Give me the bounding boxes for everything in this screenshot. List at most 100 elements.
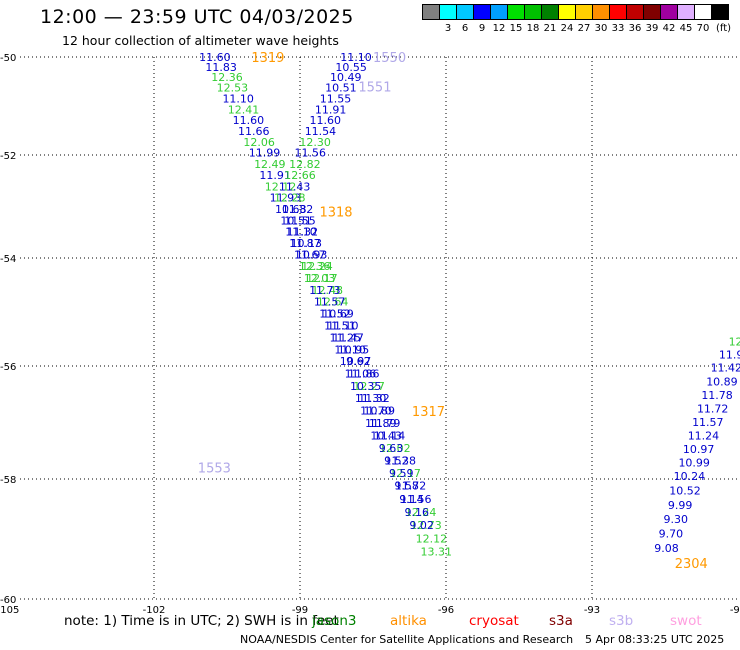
wave-height-label: 11.10 bbox=[334, 343, 366, 356]
wave-height-label: 11.57 bbox=[692, 416, 724, 429]
chart-subtitle: 12 hour collection of altimeter wave hei… bbox=[62, 33, 339, 48]
wave-height-label: 11.72 bbox=[697, 402, 729, 415]
wave-height-label: 11.06 bbox=[345, 367, 377, 380]
wave-height-label: 12.41 bbox=[228, 103, 260, 116]
wave-height-label: 11.87 bbox=[289, 237, 321, 250]
x-tick-label: -96 bbox=[438, 605, 454, 616]
wave-height-label: 10.89 bbox=[706, 375, 738, 388]
legend-label: 3 bbox=[444, 23, 452, 34]
wave-height-label: 11.93 bbox=[270, 192, 302, 205]
wave-height-label: 11.60 bbox=[233, 114, 265, 127]
chart-title: 12:00 — 23:59 UTC 04/03/2025 bbox=[40, 6, 354, 28]
pass-number-label: 1550 bbox=[373, 51, 406, 66]
legend-unit: (ft) bbox=[716, 23, 732, 34]
wave-height-label: 11.99 bbox=[249, 147, 281, 160]
wave-height-label: 11.25 bbox=[330, 331, 362, 344]
wave-height-label: 11.30 bbox=[355, 392, 387, 405]
legend-label: 33 bbox=[611, 23, 625, 34]
satellite-name: jason3 bbox=[312, 613, 357, 629]
wave-height-label: 11.57 bbox=[314, 296, 346, 309]
pass-number-label: 1317 bbox=[412, 405, 445, 420]
legend-label: 21 bbox=[543, 23, 557, 34]
wave-height-label: 9.52 bbox=[384, 454, 409, 467]
wave-height-label: 9.16 bbox=[405, 506, 430, 519]
wave-height-label: 11.52 bbox=[319, 308, 351, 321]
footer-note: note: 1) Time is in UTC; 2) SWH is in fe… bbox=[64, 613, 702, 629]
x-tick-label: -90 bbox=[730, 605, 740, 616]
pass-number-label: 1553 bbox=[198, 462, 231, 477]
wave-height-label: 10.51 bbox=[325, 81, 357, 94]
satellite-name: s3b bbox=[609, 613, 634, 629]
wave-height-label: 11.38 bbox=[385, 454, 417, 467]
grid-lines bbox=[20, 56, 738, 600]
wave-height-label: 11.43 bbox=[279, 180, 311, 193]
wave-height-label: 11.66 bbox=[238, 125, 270, 138]
wave-height-label: 11.10 bbox=[327, 320, 359, 333]
wave-height-label: 11.10 bbox=[222, 93, 254, 106]
satellite-name: altika bbox=[390, 613, 427, 629]
wave-height-label: 9.99 bbox=[668, 499, 693, 512]
y-tick-label: -50 bbox=[0, 53, 16, 64]
wave-height-label: 12.48 bbox=[312, 284, 344, 297]
wave-height-label: 11.51 bbox=[324, 320, 356, 333]
legend-label: 45 bbox=[679, 23, 693, 34]
wave-height-label: 11.89 bbox=[365, 417, 397, 430]
pass-labels: 1319 1550 1551 1318 1317 1553 2304 bbox=[198, 51, 708, 572]
wave-height-label: 10.55 bbox=[335, 61, 367, 74]
wave-height-label: 11.73 bbox=[309, 284, 341, 297]
wave-height-label: 13.31 bbox=[421, 546, 453, 559]
x-tick-label: -93 bbox=[584, 605, 600, 616]
wave-height-label: 10.13 bbox=[291, 237, 323, 250]
legend-label: 12 bbox=[492, 23, 506, 34]
wave-height-label: 10.99 bbox=[678, 457, 710, 470]
wave-height-label: 11.55 bbox=[284, 214, 316, 227]
wave-height-label: 12.06 bbox=[243, 136, 275, 149]
wave-height-label: 12.30 bbox=[299, 136, 331, 149]
wave-height-label: 12.03 bbox=[304, 272, 336, 285]
legend-label: 6 bbox=[461, 23, 469, 34]
wave-height-label: 9.59 bbox=[389, 467, 414, 480]
wave-height-label: 11.60 bbox=[310, 114, 342, 127]
wave-height-label: 11.9 bbox=[719, 349, 740, 362]
wave-height-label: 11.24 bbox=[688, 429, 720, 442]
wave-height-label: 12.02 bbox=[379, 442, 411, 455]
wave-height-label: 12 bbox=[729, 336, 740, 349]
satellite-name: s3a bbox=[549, 613, 573, 629]
wave-height-label: 11.91 bbox=[259, 169, 291, 182]
x-tick-label: -105 bbox=[0, 605, 19, 616]
wave-height-label: 10.49 bbox=[330, 71, 362, 84]
wave-height-label: 11.14 bbox=[374, 429, 406, 442]
wave-height-label: 12.27 bbox=[353, 380, 385, 393]
wave-height-label: 10.93 bbox=[296, 248, 328, 261]
wave-height-label: 10.97 bbox=[683, 443, 715, 456]
wave-height-label: 12.17 bbox=[389, 467, 421, 480]
wave-height-label: 11.60 bbox=[199, 51, 231, 64]
wave-height-label: 11.86 bbox=[348, 367, 380, 380]
wave-height-label: 9.14 bbox=[399, 493, 424, 506]
legend-swatch bbox=[711, 4, 729, 20]
pass-number-label: 1319 bbox=[251, 51, 284, 66]
wave-height-label: 12.36 bbox=[211, 71, 243, 84]
wave-height-label: 11.32 bbox=[287, 226, 319, 239]
y-tick-label: -58 bbox=[0, 475, 16, 486]
wave-height-label: 11.79 bbox=[369, 417, 401, 430]
wave-height-label: 11.91 bbox=[315, 103, 347, 116]
wave-height-label: 10.24 bbox=[674, 470, 706, 483]
legend-label: 70 bbox=[696, 23, 710, 34]
wave-height-label: 11.67 bbox=[294, 248, 326, 261]
wave-height-label: 11.32 bbox=[282, 203, 314, 216]
wave-height-label: 11.70 bbox=[360, 405, 392, 418]
y-tick-label: -56 bbox=[0, 362, 16, 373]
wave-height-label: 12.82 bbox=[289, 158, 321, 171]
axis-labels: -105 -102 -99 -96 -93 -90 -50 -52 -54 -56 -58 -60 bbox=[0, 53, 740, 616]
wave-height-label: 11.42 bbox=[711, 362, 740, 375]
wave-height-label: 10.95 bbox=[338, 343, 370, 356]
wave-height-label: 12.24 bbox=[405, 506, 437, 519]
satellite-name: swot bbox=[670, 613, 702, 629]
wave-height-label: 10.69 bbox=[322, 308, 354, 321]
pass-number-label: 1318 bbox=[319, 206, 352, 221]
wave-height-label: 12.66 bbox=[284, 169, 316, 182]
credit-line: NOAA/NESDIS Center for Satellite Applica… bbox=[240, 633, 574, 646]
note-text: note: 1) Time is in UTC; 2) SWH is in fe… bbox=[64, 613, 339, 629]
wave-height-label: 11.55 bbox=[320, 93, 352, 106]
